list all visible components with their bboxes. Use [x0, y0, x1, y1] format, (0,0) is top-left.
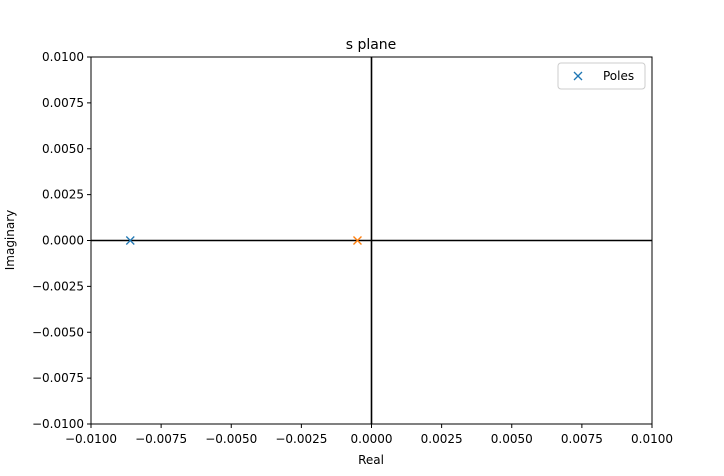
- zero-axis-lines: [91, 57, 652, 424]
- x-axis-ticks: −0.0100 −0.0075 −0.0050 −0.0025 0.0000 0.0025…: [65, 424, 673, 446]
- y-tick-label: 0.0000: [42, 234, 84, 248]
- marker-stroke: [353, 236, 362, 245]
- y-axis-label: Imaginary: [3, 210, 17, 271]
- legend-box: [557, 62, 646, 90]
- y-tick-label: −0.0025: [32, 279, 84, 293]
- marker-stroke: [125, 236, 135, 245]
- legend-label-poles: Poles: [603, 69, 634, 83]
- x-tick-label: −0.0025: [275, 432, 327, 446]
- y-tick-label: 0.0025: [42, 188, 84, 202]
- pole-marker: [125, 236, 135, 245]
- x-tick-label: 0.0100: [631, 432, 673, 446]
- x-tick-label: 0.0075: [561, 432, 603, 446]
- legend-marker-poles: [573, 71, 583, 81]
- y-tick-label: 0.0075: [42, 96, 84, 110]
- x-tick-label: 0.0025: [421, 432, 463, 446]
- y-axis-ticks: −0.0100 −0.0075 −0.0050 −0.0025 0.0000 0.0025…: [32, 50, 91, 431]
- x-tick-label: −0.0050: [205, 432, 257, 446]
- y-tick-label: 0.0100: [42, 50, 84, 64]
- x-tick-label: 0.0050: [491, 432, 533, 446]
- marker-stroke: [573, 71, 583, 81]
- pole-marker: [353, 236, 362, 245]
- y-tick-label: −0.0100: [32, 417, 84, 431]
- pole-markers: [125, 236, 362, 245]
- y-tick-label: −0.0075: [32, 371, 84, 385]
- x-tick-label: −0.0075: [135, 432, 187, 446]
- x-tick-label: 0.0000: [351, 432, 393, 446]
- x-axis-label: Real: [358, 453, 384, 467]
- y-tick-label: 0.0050: [42, 142, 84, 156]
- x-tick-label: −0.0100: [65, 432, 117, 446]
- chart-title: s plane: [346, 37, 397, 53]
- legend-x-marker: [573, 71, 583, 81]
- legend: Poles: [557, 62, 646, 90]
- y-tick-label: −0.0050: [32, 325, 84, 339]
